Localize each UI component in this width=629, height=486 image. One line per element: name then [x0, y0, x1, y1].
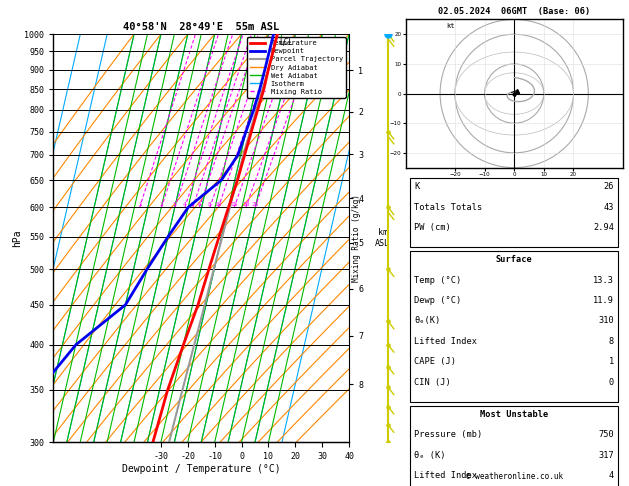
Text: K: K [415, 182, 420, 191]
Text: Pressure (mb): Pressure (mb) [415, 430, 482, 439]
Text: Most Unstable: Most Unstable [480, 410, 548, 419]
Text: 26: 26 [604, 182, 614, 191]
Text: θₑ (K): θₑ (K) [415, 451, 446, 460]
Text: 4: 4 [183, 202, 187, 207]
Bar [410, 406, 618, 486]
Text: 1: 1 [138, 202, 142, 207]
Text: 317: 317 [598, 451, 614, 460]
Text: CAPE (J): CAPE (J) [415, 357, 457, 366]
Text: 0: 0 [609, 378, 614, 387]
Text: 10: 10 [214, 202, 222, 207]
Text: Totals Totals: Totals Totals [415, 203, 482, 212]
Text: 750: 750 [598, 430, 614, 439]
Text: 3: 3 [173, 202, 177, 207]
X-axis label: Dewpoint / Temperature (°C): Dewpoint / Temperature (°C) [122, 464, 281, 474]
Text: CIN (J): CIN (J) [415, 378, 451, 387]
Text: 15: 15 [230, 202, 238, 207]
Text: Temp (°C): Temp (°C) [415, 276, 462, 285]
Text: 43: 43 [604, 203, 614, 212]
Text: 13.3: 13.3 [593, 276, 614, 285]
Text: 8: 8 [208, 202, 212, 207]
Legend: Temperature, Dewpoint, Parcel Trajectory, Dry Adiabat, Wet Adiabat, Isotherm, Mi: Temperature, Dewpoint, Parcel Trajectory… [247, 37, 345, 98]
Text: 4: 4 [609, 471, 614, 480]
Text: 2.94: 2.94 [593, 223, 614, 232]
Text: Mixing Ratio (g/kg): Mixing Ratio (g/kg) [352, 194, 361, 282]
Text: 2: 2 [160, 202, 164, 207]
Text: 1: 1 [609, 357, 614, 366]
Text: 02.05.2024  06GMT  (Base: 06): 02.05.2024 06GMT (Base: 06) [438, 7, 591, 17]
Text: 310: 310 [598, 316, 614, 326]
Text: LCL: LCL [279, 38, 293, 47]
Text: Surface: Surface [496, 255, 533, 264]
Bar [410, 178, 618, 247]
Text: kt: kt [446, 23, 455, 29]
Text: 11.9: 11.9 [593, 296, 614, 305]
Y-axis label: km
ASL: km ASL [375, 228, 390, 248]
Text: 25: 25 [252, 202, 259, 207]
Text: 5: 5 [191, 202, 194, 207]
Bar [410, 251, 618, 402]
Text: 20: 20 [242, 202, 250, 207]
Title: 40°58'N  28°49'E  55m ASL: 40°58'N 28°49'E 55m ASL [123, 22, 279, 32]
Text: © weatheronline.co.uk: © weatheronline.co.uk [465, 472, 563, 481]
Text: PW (cm): PW (cm) [415, 223, 451, 232]
Text: 8: 8 [609, 337, 614, 346]
Text: θₑ(K): θₑ(K) [415, 316, 441, 326]
Text: Dewp (°C): Dewp (°C) [415, 296, 462, 305]
Text: 6: 6 [198, 202, 201, 207]
Text: Lifted Index: Lifted Index [415, 337, 477, 346]
Text: Lifted Index: Lifted Index [415, 471, 477, 480]
Y-axis label: hPa: hPa [12, 229, 21, 247]
